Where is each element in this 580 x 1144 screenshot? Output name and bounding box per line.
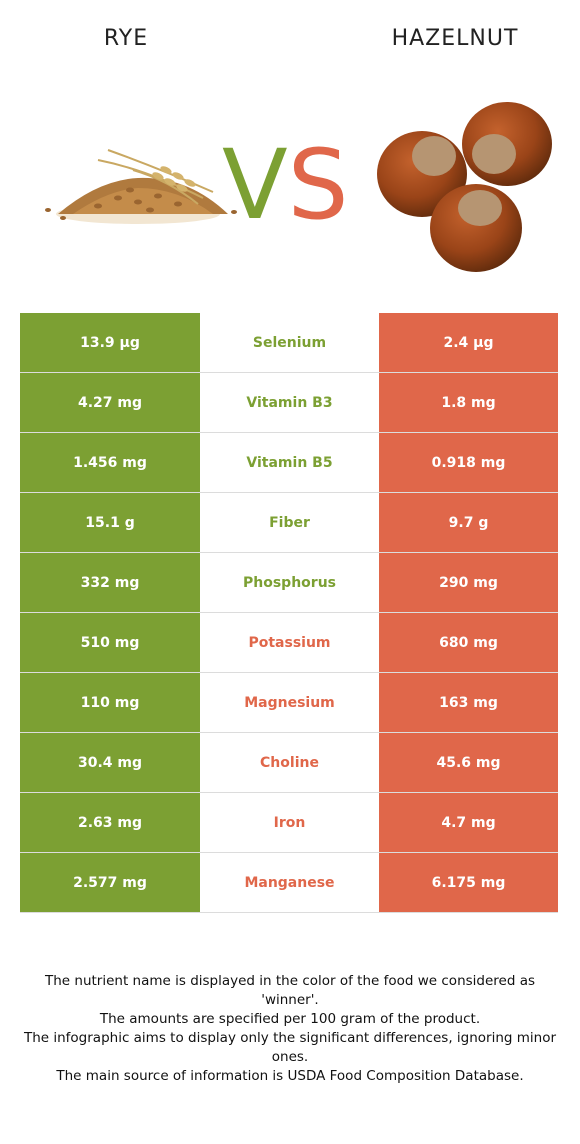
footnote-line: The infographic aims to display only the… bbox=[23, 1030, 557, 1065]
nutrient-row: 332 mg Phosphorus 290 mg bbox=[20, 552, 558, 613]
right-food-title: HAZELNUT bbox=[391, 26, 519, 51]
nutrient-name: Vitamin B5 bbox=[200, 432, 379, 493]
rye-grain-image bbox=[45, 149, 237, 224]
left-food-value: 1.456 mg bbox=[20, 432, 200, 493]
right-food-value: 6.175 mg bbox=[379, 852, 558, 913]
nutrient-row: 30.4 mg Choline 45.6 mg bbox=[20, 732, 558, 793]
nutrient-name: Iron bbox=[200, 792, 379, 853]
nutrient-row: 13.9 µg Selenium 2.4 µg bbox=[20, 313, 558, 373]
right-food-value: 163 mg bbox=[379, 672, 558, 733]
nutrient-name: Magnesium bbox=[200, 672, 379, 733]
nutrient-comparison-table: 13.9 µg Selenium 2.4 µg 4.27 mg Vitamin B3 1.… bbox=[20, 313, 558, 913]
vs-letter-v: V bbox=[222, 129, 288, 241]
right-food-value: 9.7 g bbox=[379, 492, 558, 553]
right-food-value: 680 mg bbox=[379, 612, 558, 673]
vs-letter-s: S bbox=[287, 129, 349, 241]
right-food-value: 4.7 mg bbox=[379, 792, 558, 853]
nutrient-row: 110 mg Magnesium 163 mg bbox=[20, 672, 558, 733]
footnote-line: The nutrient name is displayed in the co… bbox=[44, 973, 536, 1008]
nutrient-name: Phosphorus bbox=[200, 552, 379, 613]
nutrient-row: 2.577 mg Manganese 6.175 mg bbox=[20, 852, 558, 913]
left-food-value: 13.9 µg bbox=[20, 313, 200, 373]
versus-label: VS bbox=[222, 130, 349, 240]
left-food-value: 30.4 mg bbox=[20, 732, 200, 793]
nutrient-row: 1.456 mg Vitamin B5 0.918 mg bbox=[20, 432, 558, 493]
right-food-value: 2.4 µg bbox=[379, 313, 558, 373]
nutrient-row: 15.1 g Fiber 9.7 g bbox=[20, 492, 558, 553]
left-food-value: 15.1 g bbox=[20, 492, 200, 553]
nutrient-name: Selenium bbox=[200, 313, 379, 373]
nutrient-name: Potassium bbox=[200, 612, 379, 673]
left-food-value: 110 mg bbox=[20, 672, 200, 733]
footnote: The nutrient name is displayed in the co… bbox=[18, 972, 562, 1086]
nutrient-row: 4.27 mg Vitamin B3 1.8 mg bbox=[20, 372, 558, 433]
left-food-title: RYE bbox=[103, 26, 149, 51]
footnote-line: The main source of information is USDA F… bbox=[56, 1068, 524, 1084]
nutrient-name: Choline bbox=[200, 732, 379, 793]
left-food-value: 510 mg bbox=[20, 612, 200, 673]
nutrient-row: 2.63 mg Iron 4.7 mg bbox=[20, 792, 558, 853]
right-food-value: 0.918 mg bbox=[379, 432, 558, 493]
left-food-value: 2.63 mg bbox=[20, 792, 200, 853]
nutrient-name: Manganese bbox=[200, 852, 379, 913]
left-food-value: 332 mg bbox=[20, 552, 200, 613]
right-food-value: 1.8 mg bbox=[379, 372, 558, 433]
nutrient-name: Vitamin B3 bbox=[200, 372, 379, 433]
left-food-value: 4.27 mg bbox=[20, 372, 200, 433]
nutrient-name: Fiber bbox=[200, 492, 379, 553]
right-food-value: 290 mg bbox=[379, 552, 558, 613]
left-food-value: 2.577 mg bbox=[20, 852, 200, 913]
footnote-line: The amounts are specified per 100 gram o… bbox=[99, 1011, 481, 1027]
hazelnut-image bbox=[377, 102, 552, 272]
nutrient-row: 510 mg Potassium 680 mg bbox=[20, 612, 558, 673]
right-food-value: 45.6 mg bbox=[379, 732, 558, 793]
